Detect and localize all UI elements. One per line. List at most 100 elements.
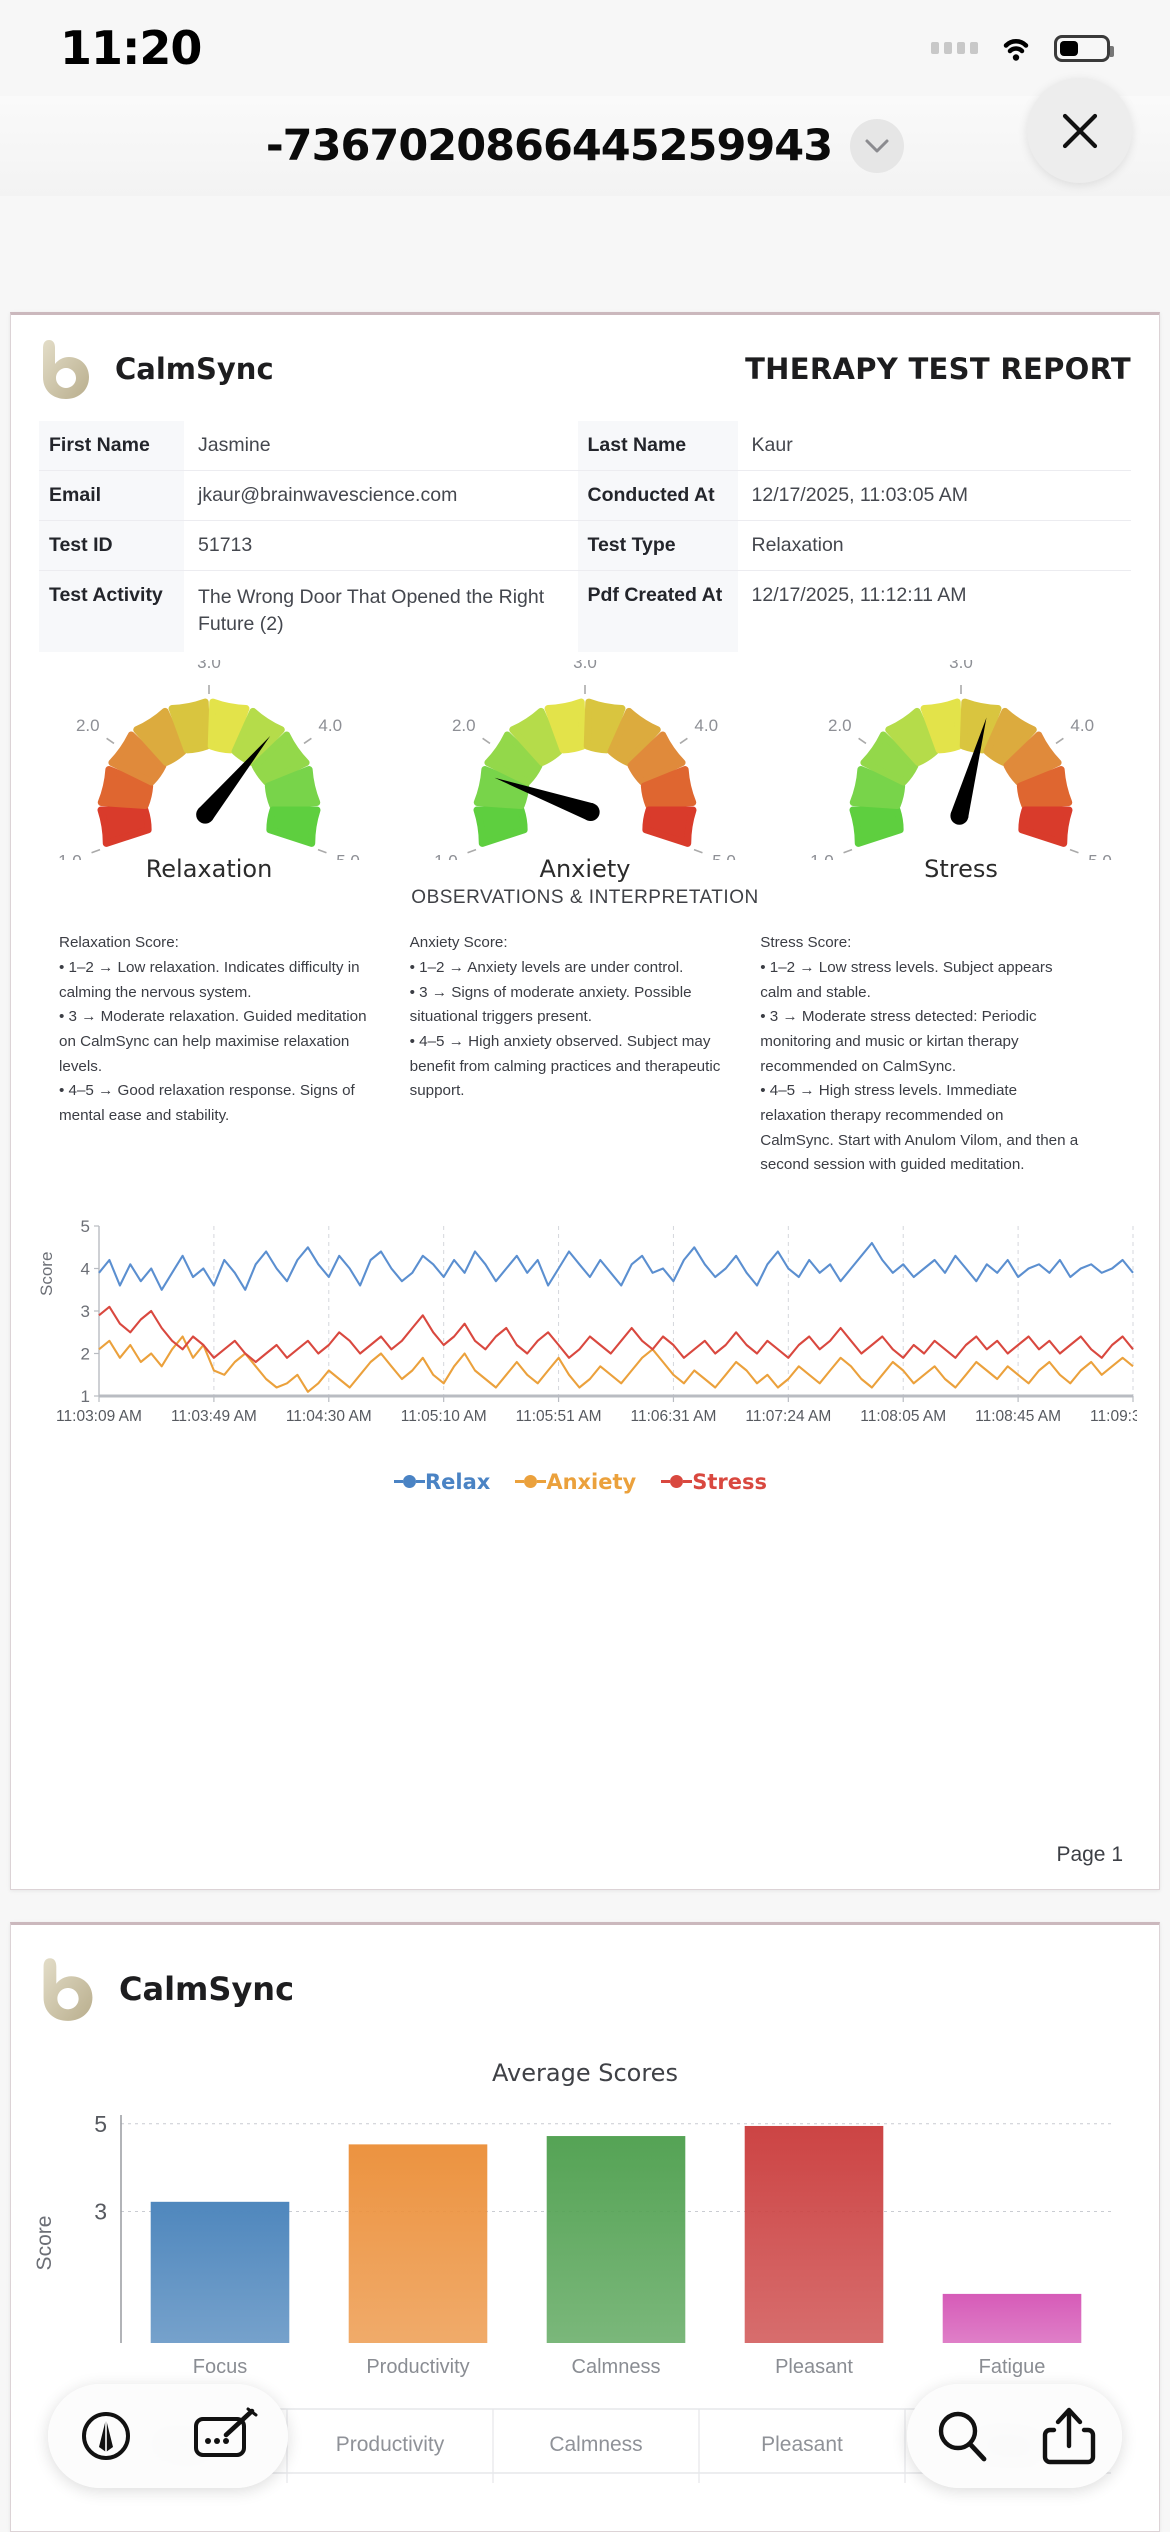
- svg-text:Focus: Focus: [193, 2356, 247, 2378]
- svg-text:11:08:45 AM: 11:08:45 AM: [975, 1408, 1061, 1425]
- svg-text:3.0: 3.0: [573, 660, 597, 672]
- svg-text:3: 3: [94, 2198, 107, 2224]
- gauge-label: Relaxation: [145, 854, 273, 883]
- svg-text:11:05:10 AM: 11:05:10 AM: [401, 1408, 487, 1425]
- info-key: Test Activity: [39, 571, 184, 652]
- legend-marker: [515, 1475, 547, 1489]
- search-icon[interactable]: [931, 2405, 993, 2467]
- observation-line: • 3 → Signs of moderate anxiety. Possibl…: [409, 983, 692, 1026]
- observation-column: Stress Score: • 1–2 → Low stress levels.…: [760, 931, 1111, 1178]
- observation-line: • 1–2 → Anxiety levels are under control…: [409, 959, 684, 977]
- status-bar-time: 11:20: [60, 21, 202, 75]
- info-value: The Wrong Door That Opened the Right Fut…: [198, 586, 545, 636]
- signal-dots-icon: [931, 42, 978, 54]
- info-key: Conducted At: [577, 471, 738, 521]
- close-button[interactable]: [1027, 78, 1132, 183]
- svg-text:Calmness: Calmness: [572, 2356, 661, 2378]
- line-chart-ylabel: Score: [37, 1251, 56, 1296]
- svg-text:11:05:51 AM: 11:05:51 AM: [516, 1408, 602, 1425]
- legend-relax: Relax: [393, 1470, 490, 1494]
- svg-text:1.0: 1.0: [58, 851, 82, 859]
- svg-text:2.0: 2.0: [76, 716, 100, 735]
- svg-text:11:03:49 AM: 11:03:49 AM: [171, 1408, 257, 1425]
- info-value: 51713: [184, 521, 578, 571]
- report-page-1[interactable]: CalmSync THERAPY TEST REPORT First Name …: [10, 312, 1170, 1890]
- svg-text:Productivity: Productivity: [366, 2356, 469, 2378]
- svg-text:1.0: 1.0: [434, 851, 458, 859]
- svg-text:4.0: 4.0: [1070, 716, 1094, 735]
- svg-text:3.0: 3.0: [949, 660, 973, 672]
- bar-chart-title: Average Scores: [492, 2059, 678, 2087]
- legend-marker: [661, 1475, 693, 1489]
- legend-stress: Stress: [661, 1470, 767, 1494]
- status-bar: 11:20: [0, 0, 1170, 96]
- svg-text:2: 2: [81, 1344, 90, 1363]
- gauge-stress: 1.0 2.0 3.0 4.0 5.0 Stress: [781, 653, 1141, 883]
- svg-text:4: 4: [81, 1259, 90, 1278]
- wifi-icon: [1003, 39, 1029, 61]
- gauge-label: Anxiety: [539, 854, 631, 883]
- gauge-relaxation: 1.0 2.0 3.0 4.0 5.0 Relaxation: [29, 653, 389, 883]
- gauge-anxiety: 1.0 2.0 3.0 4.0 5.0 Anxiety: [405, 653, 765, 883]
- observation-title: Stress Score:: [760, 933, 852, 951]
- brand-name: CalmSync: [119, 1970, 295, 2008]
- share-icon[interactable]: [1040, 2404, 1098, 2468]
- svg-text:1: 1: [81, 1387, 90, 1406]
- observation-column: Relaxation Score: • 1–2 → Low relaxation…: [59, 931, 410, 1178]
- svg-text:11:04:30 AM: 11:04:30 AM: [286, 1408, 372, 1425]
- calmsync-b-logo-icon: [43, 340, 89, 399]
- observations: Relaxation Score: • 1–2 → Low relaxation…: [59, 931, 1111, 1178]
- svg-text:4.0: 4.0: [318, 716, 342, 735]
- timeseries-chart: Score 1 2 3 4 5 11:03:09 AM 11:03:49 AM 11:04:3…: [37, 1217, 1170, 1448]
- info-key: Test ID: [39, 521, 184, 571]
- legend-anxiety: Anxiety: [515, 1470, 636, 1494]
- svg-text:1.0: 1.0: [810, 851, 834, 859]
- observation-title: Relaxation Score:: [59, 933, 179, 951]
- close-x-icon: [1062, 113, 1097, 148]
- info-value: Jasmine: [184, 421, 578, 471]
- status-bar-indicators: [931, 32, 1114, 64]
- svg-text:11:03:09 AM: 11:03:09 AM: [56, 1408, 142, 1425]
- svg-text:5.0: 5.0: [336, 851, 360, 859]
- brand: CalmSync: [39, 1955, 294, 2023]
- gauge-label: Stress: [924, 854, 998, 883]
- report-brand-row-2: CalmSync: [11, 1925, 1159, 2029]
- gauge-row: 1.0 2.0 3.0 4.0 5.0 Relaxation 1.0 2.0 3.0 4.0 5…: [11, 653, 1159, 883]
- svg-text:5: 5: [81, 1218, 90, 1236]
- signature-icon[interactable]: [190, 2405, 262, 2467]
- markup-toolbar[interactable]: [48, 2384, 288, 2488]
- svg-text:3: 3: [81, 1302, 90, 1321]
- info-key: Test Type: [577, 521, 738, 571]
- observation-column: Anxiety Score: • 1–2 → Anxiety levels ar…: [410, 931, 761, 1178]
- document-title-bar: -7367020866445259943: [0, 96, 1170, 196]
- svg-text:5: 5: [94, 2111, 107, 2137]
- report-brand-row: CalmSync THERAPY TEST REPORT: [11, 315, 1159, 407]
- observation-line: • 1–2 → Low relaxation. Indicates diffic…: [59, 959, 360, 1001]
- observation-line: • 4–5 → High stress levels. Immediate re…: [760, 1082, 1079, 1174]
- average-scores-chart: Score 3 5 Focus Productivity Calmness Pleasant…: [33, 2111, 1111, 2483]
- svg-text:4.0: 4.0: [694, 716, 718, 735]
- info-value: jkaur@brainwavescience.com: [184, 471, 578, 521]
- battery-icon: [1054, 34, 1114, 62]
- svg-text:3.0: 3.0: [197, 660, 221, 672]
- chevron-down-icon[interactable]: [850, 119, 905, 173]
- info-key: Pdf Created At: [577, 571, 738, 652]
- markup-pen-icon[interactable]: [75, 2405, 137, 2467]
- info-key: Email: [39, 471, 184, 521]
- svg-text:Productivity: Productivity: [336, 2433, 445, 2456]
- observation-line: • 3 → Moderate stress detected: Periodic…: [760, 1008, 1037, 1075]
- observation-line: • 1–2 → Low stress levels. Subject appea…: [760, 959, 1053, 1001]
- svg-text:Calmness: Calmness: [549, 2433, 642, 2456]
- observation-line: • 4–5 → High anxiety observed. Subject m…: [409, 1033, 721, 1100]
- actions-toolbar[interactable]: [907, 2384, 1122, 2488]
- observation-title: Anxiety Score:: [409, 933, 508, 951]
- info-value: 12/17/2025, 11:12:11 AM: [751, 584, 967, 606]
- info-value: Kaur: [737, 421, 1131, 471]
- observation-line: • 4–5 → Good relaxation response. Signs …: [59, 1082, 355, 1124]
- svg-text:11:09:30 AM: 11:09:30 AM: [1090, 1408, 1137, 1425]
- svg-text:Pleasant: Pleasant: [761, 2433, 843, 2456]
- observation-line: • 3 → Moderate relaxation. Guided medita…: [59, 1008, 367, 1075]
- brand: CalmSync: [39, 337, 274, 401]
- svg-text:2.0: 2.0: [828, 716, 852, 735]
- info-key: First Name: [39, 421, 184, 471]
